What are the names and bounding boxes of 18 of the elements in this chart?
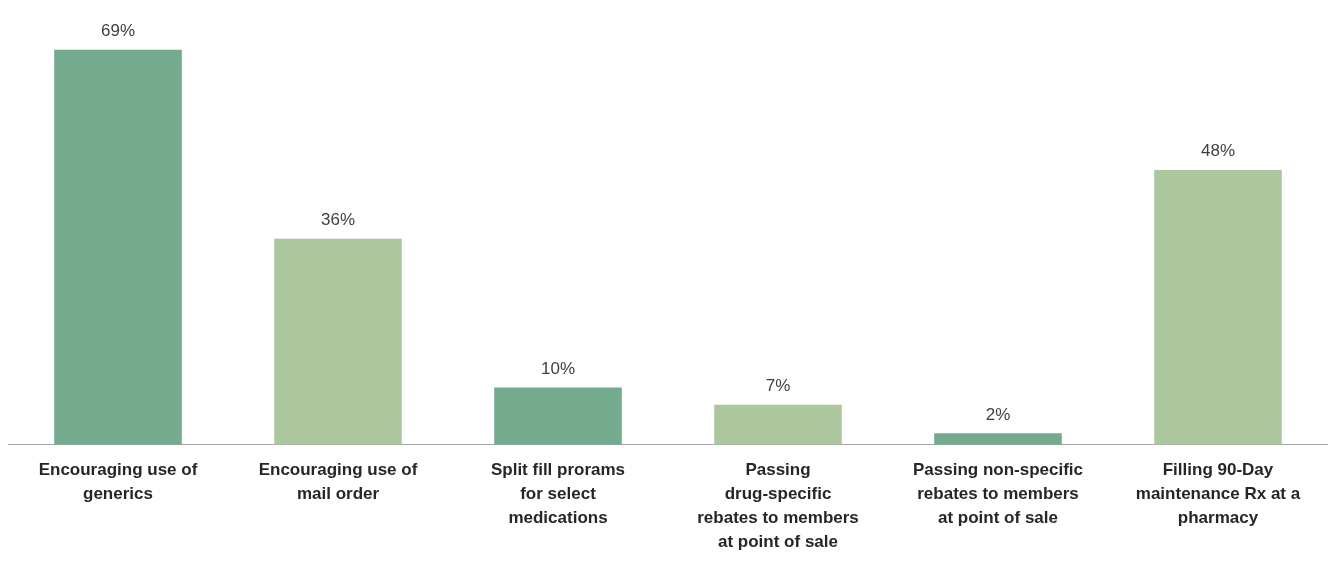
bar <box>1154 169 1282 445</box>
bar <box>54 49 182 445</box>
bar <box>494 387 622 445</box>
x-tick-label: Passing non-specific rebates to members at point of sale <box>912 460 1084 527</box>
x-tick-label: Passing drug-specific rebates to members at point of sale <box>697 460 859 551</box>
bar <box>714 404 842 445</box>
data-label: 2% <box>985 404 1011 424</box>
x-tick-label: Split fill prorams for select medications <box>490 460 626 527</box>
data-label: 7% <box>765 375 791 395</box>
bar <box>934 433 1062 445</box>
data-label: 10% <box>540 358 576 378</box>
data-label: 48% <box>1200 141 1236 161</box>
x-tick-label: Filling 90-Day maintenance Rx at a pharmacy <box>1135 460 1301 527</box>
x-tick-label: Encouraging use of generics <box>38 460 198 504</box>
data-label: 69% <box>100 20 136 40</box>
data-label: 36% <box>320 209 356 229</box>
bar <box>274 238 402 445</box>
x-tick-label: Encouraging use of mail order <box>258 460 418 504</box>
